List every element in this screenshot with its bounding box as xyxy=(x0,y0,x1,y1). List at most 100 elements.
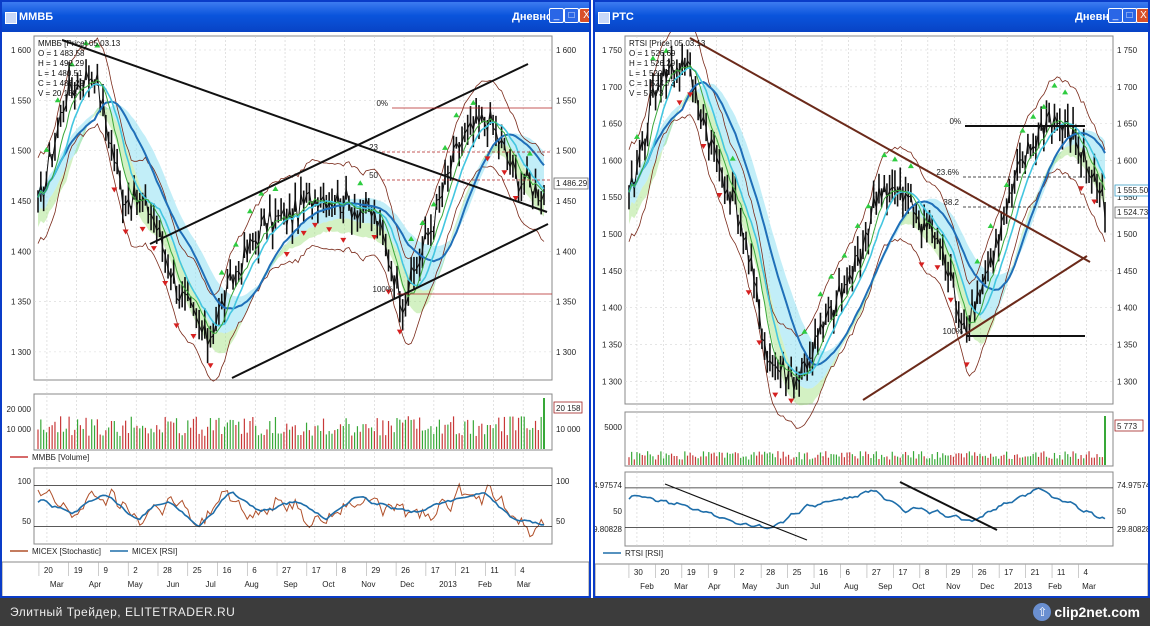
sell-signal-marker xyxy=(283,252,290,258)
price-tick-right: 1 600 xyxy=(1117,156,1138,165)
date-axis xyxy=(595,563,1148,596)
date-tick-label: 9 xyxy=(713,568,718,577)
brand-text: clip2net.com xyxy=(1054,604,1140,620)
buy-signal-marker xyxy=(729,155,736,161)
month-label: Feb xyxy=(478,580,492,589)
chart-area[interactable]: 30 20 19 9 2 28 25 16 6 27 17 8 29 26 17 21 11 4 Feb Mar Apr… xyxy=(595,32,1148,598)
oscillator-tick-right: 50 xyxy=(556,517,565,526)
close-button[interactable]: X xyxy=(579,8,589,23)
buy-signal-marker xyxy=(453,112,460,118)
price-tick-left: 1 350 xyxy=(602,340,623,349)
sell-signal-marker xyxy=(700,144,707,150)
volume-panel[interactable] xyxy=(624,411,1114,467)
price-tick-left: 1 650 xyxy=(602,120,623,129)
oscillator-tick-right: 29.80828 xyxy=(1117,525,1148,534)
buy-signal-marker xyxy=(841,252,848,258)
price-tick-left: 1 350 xyxy=(11,298,32,307)
price-tick-left: 1 550 xyxy=(11,96,32,105)
price-line xyxy=(628,57,1106,391)
window-titlebar[interactable]: ММВБ Дневной _ □ X xyxy=(2,2,589,32)
fibonacci-label: 23 xyxy=(369,143,378,152)
buy-signal-marker xyxy=(258,190,265,196)
buy-signal-marker xyxy=(974,258,981,264)
micex-chart-window[interactable]: ММВБ Дневной _ □ X 20 19 9 2 28 25 16 6 27 17 8 29 2… xyxy=(0,0,591,598)
minimize-button[interactable]: _ xyxy=(1108,8,1123,23)
sell-signal-marker xyxy=(326,227,333,233)
sell-signal-marker xyxy=(788,398,795,404)
month-label: Nov xyxy=(946,582,960,591)
date-tick-label: 20 xyxy=(660,568,669,577)
sell-signal-marker xyxy=(371,234,378,240)
volume-last-box xyxy=(553,401,583,414)
price-header-line: H = 1 492.29 xyxy=(38,59,85,68)
window-title: ММВБ xyxy=(19,11,54,23)
price-tick-right: 1 400 xyxy=(1117,304,1138,313)
buy-signal-marker xyxy=(828,273,835,279)
date-tick-label: 28 xyxy=(766,568,775,577)
buy-signal-marker xyxy=(649,55,656,61)
buy-signal-marker xyxy=(881,152,888,158)
window-title: РТС xyxy=(612,11,634,23)
buy-signal-marker xyxy=(801,328,808,334)
chart-canvas[interactable]: 30 20 19 9 2 28 25 16 6 27 17 8 29 26 17 21 11 4 Feb Mar Apr… xyxy=(595,32,1148,598)
month-label: Aug xyxy=(244,580,258,589)
chart-canvas[interactable]: 20 19 9 2 28 25 16 6 27 17 8 29 26 17 21 11 4 Mar Apr May Ju… xyxy=(2,32,589,598)
ema-long-line xyxy=(37,100,545,310)
date-tick-label: 21 xyxy=(1031,568,1040,577)
date-tick-label: 30 xyxy=(634,568,643,577)
fibonacci-label: 38.2 xyxy=(943,198,959,207)
price-header-line: H = 1 526.29 xyxy=(629,59,676,68)
buy-signal-marker xyxy=(987,223,994,229)
price-panel[interactable] xyxy=(33,35,553,381)
date-tick-label: 6 xyxy=(252,566,257,575)
ichimoku-cloud-green xyxy=(629,90,1105,406)
price-tick-right: 1 500 xyxy=(1117,230,1138,239)
price-tick-left: 1 450 xyxy=(602,267,623,276)
buy-signal-marker xyxy=(430,201,437,207)
price-tick-right: 1 400 xyxy=(556,247,577,256)
chart-area[interactable]: 20 19 9 2 28 25 16 6 27 17 8 29 26 17 21 11 4 Mar Apr May Ju… xyxy=(2,32,589,598)
last-price-box xyxy=(1114,184,1148,197)
rsi-line xyxy=(37,491,544,528)
month-label: Apr xyxy=(708,582,721,591)
oscillator-trend-line xyxy=(899,481,998,531)
date-tick-label: 21 xyxy=(461,566,470,575)
status-text: Элитный Трейдер, ELITETRADER.RU xyxy=(10,605,236,619)
date-tick-label: 2 xyxy=(133,566,138,575)
minimize-button[interactable]: _ xyxy=(549,8,564,23)
buy-signal-marker xyxy=(891,156,898,162)
sell-signal-marker xyxy=(312,222,319,228)
buy-signal-marker xyxy=(817,291,824,297)
buy-signal-marker xyxy=(272,186,279,192)
clip2net-logo: ⇧ clip2net.com xyxy=(1033,602,1140,622)
month-label: Jun xyxy=(776,582,789,591)
price-tick-right: 1 600 xyxy=(556,46,577,55)
oscillator-trend-line xyxy=(664,483,808,541)
buy-signal-marker xyxy=(1051,82,1058,88)
month-label: Mar xyxy=(517,580,531,589)
buy-signal-marker xyxy=(633,133,640,139)
window-titlebar[interactable]: РТС Дневной _ □ X xyxy=(595,2,1148,32)
fibonacci-label: 50 xyxy=(369,171,378,180)
month-label: Jul xyxy=(206,580,216,589)
period-label[interactable]: Дневной xyxy=(512,11,560,23)
buy-signal-marker xyxy=(1030,113,1037,119)
buy-signal-marker xyxy=(83,40,90,46)
sell-signal-marker xyxy=(190,333,197,339)
rts-chart-window[interactable]: РТС Дневной _ □ X 30 20 19 9 2 28 25 16 6 27 17 8 29… xyxy=(593,0,1150,598)
month-label: Sep xyxy=(283,580,298,589)
date-tick-label: 19 xyxy=(687,568,696,577)
buy-signal-marker xyxy=(43,146,50,152)
price-tick-left: 1 400 xyxy=(602,304,623,313)
ema-short-line xyxy=(628,67,1106,376)
last-price-box xyxy=(553,177,589,190)
date-tick-label: 11 xyxy=(1057,568,1066,577)
date-tick-label: 29 xyxy=(951,568,960,577)
maximize-button[interactable]: □ xyxy=(564,8,579,23)
ema-short-line xyxy=(37,83,545,327)
oscillator-panel[interactable] xyxy=(624,471,1114,547)
ema-fast-line xyxy=(628,64,1106,381)
volume-last-box xyxy=(1114,419,1144,432)
close-button[interactable]: X xyxy=(1136,8,1148,23)
maximize-button[interactable]: □ xyxy=(1122,8,1137,23)
